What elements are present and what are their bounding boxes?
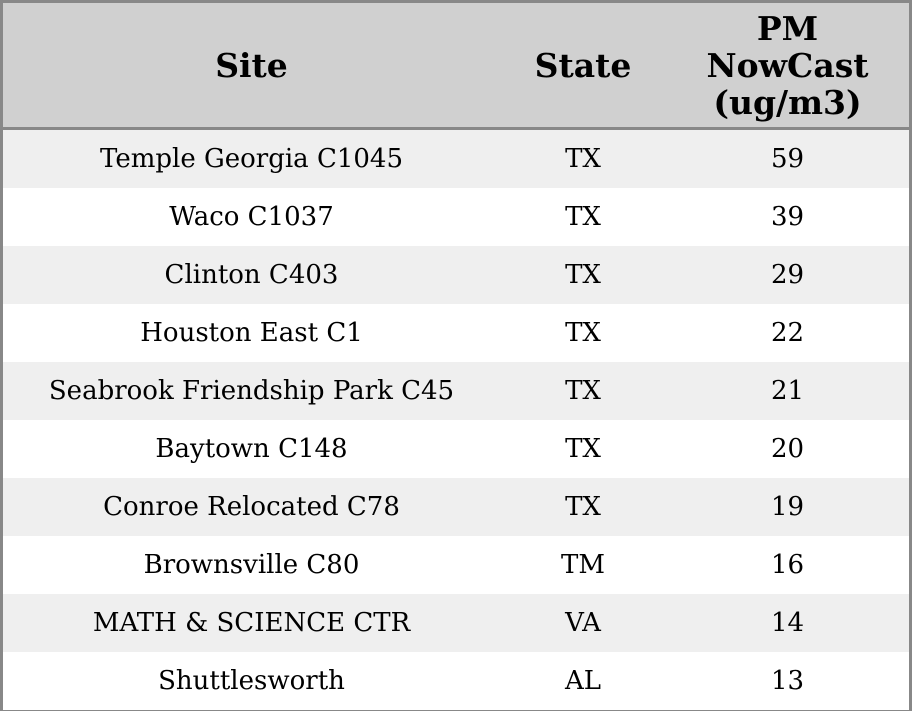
table-cell: Shuttlesworth — [3, 652, 500, 710]
header-cell: PM NowCast (ug/m3) — [666, 3, 909, 130]
table-row: Waco C1037 TX 39 — [3, 188, 909, 246]
table-cell: 29 — [666, 246, 909, 304]
table-cell: Houston East C1 — [3, 304, 500, 362]
table-row: Brownsville C80 TM 16 — [3, 536, 909, 594]
header-text: Site — [215, 45, 288, 85]
table-cell: 20 — [666, 420, 909, 478]
header-row: Site State PM NowCast (ug/m3) — [3, 3, 909, 130]
table-cell: TX — [500, 362, 666, 420]
table-cell: MATH & SCIENCE CTR — [3, 594, 500, 652]
table-body: Temple Georgia C1045 TX 59 Waco C1037 TX 39 Cl… — [3, 128, 909, 710]
table-cell: TX — [500, 478, 666, 536]
header-text: PM NowCast (ug/m3) — [706, 8, 869, 122]
header-cell: State — [500, 3, 666, 130]
table-cell: 19 — [666, 478, 909, 536]
table-cell: Conroe Relocated C78 — [3, 478, 500, 536]
table-row: Shuttlesworth AL 13 — [3, 652, 909, 710]
table-cell: 39 — [666, 188, 909, 246]
table-cell: 14 — [666, 594, 909, 652]
table-cell: TX — [500, 304, 666, 362]
table-cell: Baytown C148 — [3, 420, 500, 478]
table-row: Houston East C1 TX 22 — [3, 304, 909, 362]
table-cell: VA — [500, 594, 666, 652]
table-cell: Brownsville C80 — [3, 536, 500, 594]
header-text: State — [534, 45, 632, 85]
table-row: Baytown C148 TX 20 — [3, 420, 909, 478]
table-cell: 21 — [666, 362, 909, 420]
table-cell: 59 — [666, 128, 909, 188]
table-cell: TX — [500, 128, 666, 188]
table-cell: TM — [500, 536, 666, 594]
table-cell: AL — [500, 652, 666, 710]
table-cell: Seabrook Friendship Park C45 — [3, 362, 500, 420]
table-cell: Clinton C403 — [3, 246, 500, 304]
table-row: Clinton C403 TX 29 — [3, 246, 909, 304]
data-table: Site State PM NowCast (ug/m3) Temple Georg… — [3, 3, 909, 710]
table-row: Seabrook Friendship Park C45 TX 21 — [3, 362, 909, 420]
table-cell: TX — [500, 188, 666, 246]
table-cell: Temple Georgia C1045 — [3, 128, 500, 188]
table-cell: TX — [500, 246, 666, 304]
table-row: Temple Georgia C1045 TX 59 — [3, 128, 909, 188]
header-cell: Site — [3, 3, 500, 130]
table-cell: 22 — [666, 304, 909, 362]
table-cell: Waco C1037 — [3, 188, 500, 246]
table-cell: 16 — [666, 536, 909, 594]
table-cell: 13 — [666, 652, 909, 710]
table-row: Conroe Relocated C78 TX 19 — [3, 478, 909, 536]
table-cell: TX — [500, 420, 666, 478]
table-row: MATH & SCIENCE CTR VA 14 — [3, 594, 909, 652]
